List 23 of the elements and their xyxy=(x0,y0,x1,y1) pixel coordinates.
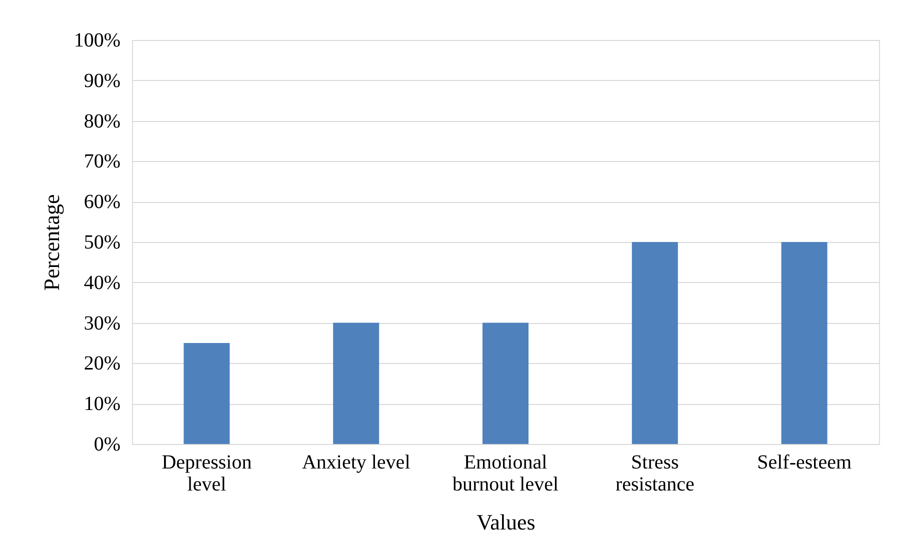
bar xyxy=(781,242,828,444)
x-tick-label: Depression level xyxy=(162,452,252,496)
y-tick-label: 100% xyxy=(74,30,120,52)
y-tick-label: 40% xyxy=(84,272,120,294)
x-tick-label: Stress resistance xyxy=(615,452,694,496)
y-tick-label: 0% xyxy=(94,434,120,456)
bar xyxy=(333,322,380,444)
y-tick-label: 30% xyxy=(84,312,120,334)
y-axis-title: Percentage xyxy=(38,194,64,291)
bar xyxy=(482,322,528,444)
x-tick-label: Self-esteem xyxy=(757,452,852,474)
y-tick-label: 60% xyxy=(84,191,120,214)
y-tick-label: 80% xyxy=(84,110,120,132)
x-tick-label: Anxiety level xyxy=(302,452,411,474)
y-tick-label: 10% xyxy=(84,393,120,416)
x-axis-title: Values xyxy=(476,510,536,534)
y-tick-label: 20% xyxy=(84,352,120,375)
y-tick-label: 70% xyxy=(84,150,120,173)
x-tick-label: Emotional burnout level xyxy=(452,452,559,496)
y-tick-label: 50% xyxy=(84,232,120,254)
bar xyxy=(184,343,230,444)
bar xyxy=(632,242,678,444)
y-tick-label: 90% xyxy=(84,70,120,92)
